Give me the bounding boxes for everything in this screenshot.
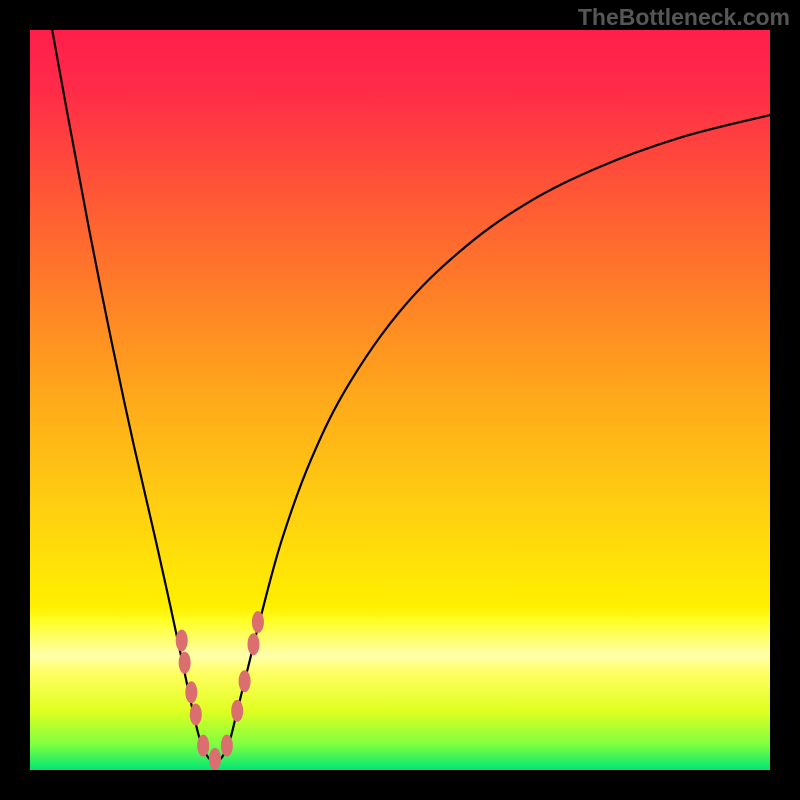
curve-marker	[221, 735, 233, 757]
curve-marker	[247, 633, 259, 655]
watermark-text: TheBottleneck.com	[578, 4, 790, 31]
curve-marker	[239, 670, 251, 692]
curve-marker	[185, 681, 197, 703]
curve-marker	[190, 704, 202, 726]
plot-background	[30, 30, 770, 770]
curve-marker	[231, 700, 243, 722]
curve-marker	[209, 748, 221, 770]
chart-container: TheBottleneck.com	[0, 0, 800, 800]
curve-marker	[252, 611, 264, 633]
curve-marker	[197, 735, 209, 757]
chart-svg	[0, 0, 800, 800]
curve-marker	[176, 630, 188, 652]
curve-marker	[179, 652, 191, 674]
